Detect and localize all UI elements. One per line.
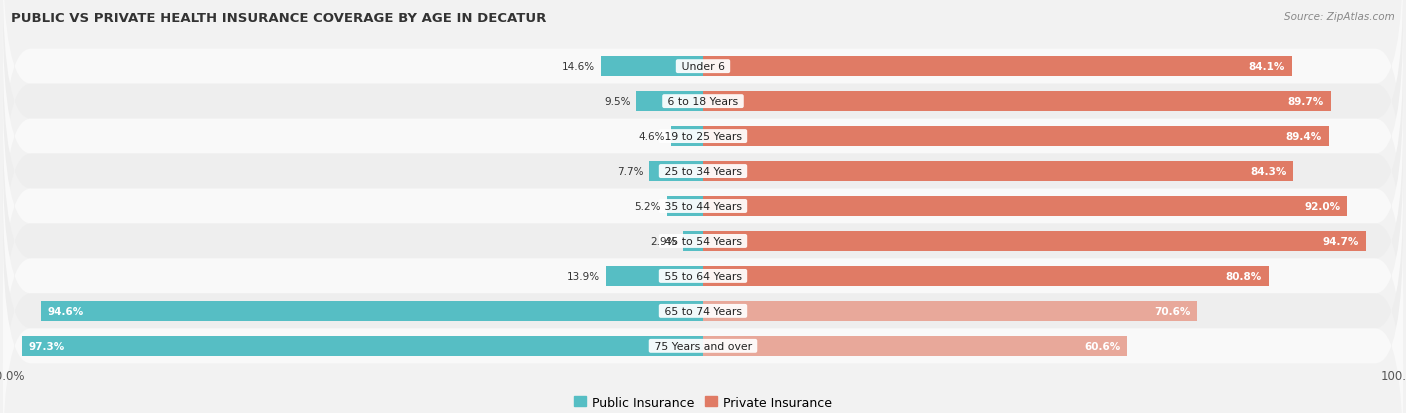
Text: PUBLIC VS PRIVATE HEALTH INSURANCE COVERAGE BY AGE IN DECATUR: PUBLIC VS PRIVATE HEALTH INSURANCE COVER…: [11, 12, 547, 25]
Text: 5.2%: 5.2%: [634, 202, 661, 211]
Text: 4.6%: 4.6%: [638, 132, 665, 142]
Bar: [606, 266, 703, 286]
Text: 35 to 44 Years: 35 to 44 Years: [661, 202, 745, 211]
Bar: [666, 197, 703, 216]
Text: 70.6%: 70.6%: [1154, 306, 1191, 316]
Text: Source: ZipAtlas.com: Source: ZipAtlas.com: [1284, 12, 1395, 22]
Text: 25 to 34 Years: 25 to 34 Years: [661, 166, 745, 177]
Bar: [671, 127, 703, 147]
Bar: [637, 92, 703, 112]
Text: 94.6%: 94.6%: [48, 306, 84, 316]
Bar: [703, 197, 1347, 216]
Text: 65 to 74 Years: 65 to 74 Years: [661, 306, 745, 316]
FancyBboxPatch shape: [3, 15, 1403, 259]
Text: 75 Years and over: 75 Years and over: [651, 341, 755, 351]
FancyBboxPatch shape: [3, 0, 1403, 189]
Legend: Public Insurance, Private Insurance: Public Insurance, Private Insurance: [568, 391, 838, 413]
Bar: [703, 301, 1198, 321]
Bar: [683, 231, 703, 252]
Text: 80.8%: 80.8%: [1226, 271, 1261, 281]
FancyBboxPatch shape: [3, 50, 1403, 294]
Text: 14.6%: 14.6%: [562, 62, 595, 72]
Bar: [703, 57, 1292, 77]
FancyBboxPatch shape: [3, 154, 1403, 398]
Text: 92.0%: 92.0%: [1303, 202, 1340, 211]
FancyBboxPatch shape: [3, 0, 1403, 224]
Text: 19 to 25 Years: 19 to 25 Years: [661, 132, 745, 142]
Text: 7.7%: 7.7%: [617, 166, 644, 177]
Text: 45 to 54 Years: 45 to 54 Years: [661, 236, 745, 247]
Text: 2.9%: 2.9%: [651, 236, 678, 247]
Bar: [600, 57, 703, 77]
Text: 89.7%: 89.7%: [1288, 97, 1324, 107]
Text: 60.6%: 60.6%: [1084, 341, 1121, 351]
FancyBboxPatch shape: [3, 224, 1403, 413]
Bar: [41, 301, 703, 321]
Text: 13.9%: 13.9%: [567, 271, 600, 281]
Bar: [650, 161, 703, 182]
FancyBboxPatch shape: [3, 189, 1403, 413]
Text: 55 to 64 Years: 55 to 64 Years: [661, 271, 745, 281]
FancyBboxPatch shape: [3, 119, 1403, 363]
Bar: [703, 127, 1329, 147]
Text: 84.3%: 84.3%: [1250, 166, 1286, 177]
Bar: [703, 266, 1268, 286]
Bar: [703, 161, 1294, 182]
Text: 89.4%: 89.4%: [1285, 132, 1322, 142]
Bar: [703, 336, 1128, 356]
Text: 84.1%: 84.1%: [1249, 62, 1285, 72]
Bar: [703, 231, 1367, 252]
Text: 6 to 18 Years: 6 to 18 Years: [664, 97, 742, 107]
Text: 9.5%: 9.5%: [605, 97, 631, 107]
FancyBboxPatch shape: [3, 84, 1403, 329]
Text: 94.7%: 94.7%: [1323, 236, 1360, 247]
Text: 97.3%: 97.3%: [28, 341, 65, 351]
Bar: [703, 92, 1331, 112]
Bar: [21, 336, 703, 356]
Text: Under 6: Under 6: [678, 62, 728, 72]
